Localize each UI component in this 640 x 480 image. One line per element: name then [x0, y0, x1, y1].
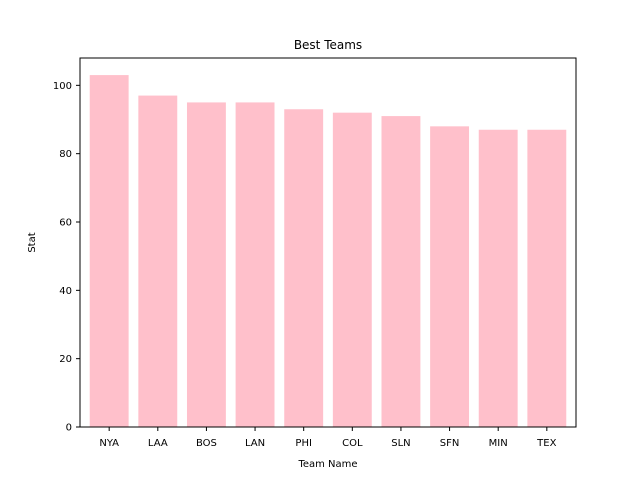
y-tick-label: 20 — [59, 354, 72, 365]
bar-phi — [284, 109, 324, 427]
x-axis: NYA LAA BOS LAN PHI COL SLN SFN MIN TEX — [99, 427, 557, 449]
bar-col — [332, 112, 372, 428]
bar-bos — [186, 102, 226, 428]
plot-frame — [79, 57, 577, 428]
x-tick-label-nya: NYA — [99, 438, 119, 449]
y-tick-label: 0 — [66, 423, 72, 434]
x-tick-label-col: COL — [342, 438, 363, 449]
bar-sln — [381, 116, 421, 427]
y-axis-label: Stat — [27, 232, 38, 252]
bar-sfn — [430, 126, 470, 427]
y-tick-label: 80 — [59, 149, 72, 160]
x-tick-label-sfn: SFN — [440, 438, 460, 449]
bar-nya — [89, 75, 129, 427]
x-tick-label-min: MIN — [489, 438, 508, 449]
x-tick-label-bos: BOS — [196, 438, 217, 449]
y-tick-label: 40 — [59, 286, 72, 297]
x-tick-label-laa: LAA — [148, 438, 168, 449]
x-tick-label-sln: SLN — [391, 438, 410, 449]
bars-layer — [89, 75, 567, 428]
y-axis: 0 20 40 60 80 100 — [53, 81, 80, 434]
x-tick-label-tex: TEX — [536, 438, 556, 449]
bar-tex — [527, 129, 567, 427]
bar-lan — [235, 102, 275, 428]
bar-min — [478, 129, 518, 427]
y-tick-label: 60 — [59, 218, 72, 229]
x-tick-label-lan: LAN — [245, 438, 265, 449]
x-axis-label: Team Name — [297, 459, 357, 470]
y-tick-label: 100 — [53, 81, 72, 92]
chart-title: Best Teams — [294, 38, 362, 52]
x-tick-label-phi: PHI — [295, 438, 312, 449]
bar-laa — [138, 95, 178, 427]
